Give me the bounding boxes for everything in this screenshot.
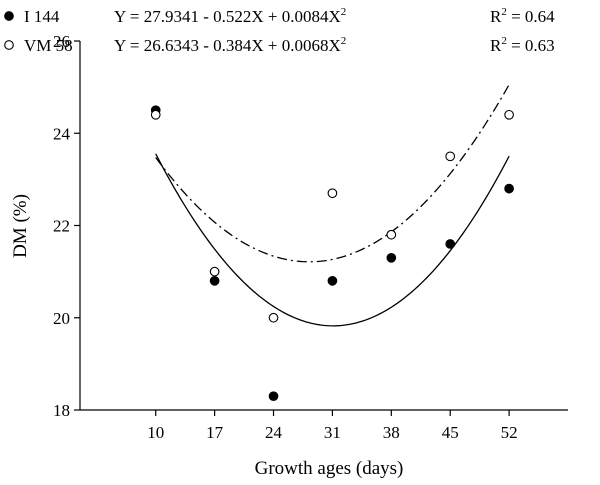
legend-r-squared: R2 = 0.63 xyxy=(490,35,555,55)
fit-line-series-1 xyxy=(155,153,510,327)
y-tick-label: 20 xyxy=(53,309,70,328)
axes: 18 20 22 24 26 10 17 24 31 38 45 52 xyxy=(53,32,568,442)
data-point-series-2 xyxy=(445,151,456,162)
x-axis-title: Growth ages (days) xyxy=(255,458,404,479)
data-point-series-2 xyxy=(268,312,279,323)
x-tick-label: 31 xyxy=(324,423,341,442)
y-tick-label: 26 xyxy=(53,32,70,51)
y-tick-label: 18 xyxy=(53,401,70,420)
legend-equation: Y = 27.9341 - 0.522X + 0.0084X2 xyxy=(114,6,346,26)
legend-r-squared: R2 = 0.64 xyxy=(490,6,555,26)
data-point-series-2 xyxy=(209,266,220,277)
y-tick-label: 22 xyxy=(53,217,70,236)
data-point-series-2 xyxy=(504,109,514,120)
y-axis-title: DM (%) xyxy=(10,194,31,258)
legend-series-name: VM 58 xyxy=(24,36,73,55)
data-points xyxy=(150,105,514,402)
data-point-series-1 xyxy=(445,239,456,249)
fit-lines xyxy=(155,84,510,327)
x-tick-label: 38 xyxy=(383,423,400,442)
data-point-series-1 xyxy=(327,276,338,286)
legend-marker xyxy=(4,40,14,50)
y-tick-label: 24 xyxy=(53,124,71,143)
x-tick-label: 45 xyxy=(442,423,459,442)
data-point-series-1 xyxy=(504,183,514,194)
x-tick-label: 52 xyxy=(501,423,518,442)
data-point-series-1 xyxy=(268,391,279,402)
data-point-series-1 xyxy=(386,252,397,263)
legend-series-name: I 144 xyxy=(24,7,60,26)
x-tick-label: 17 xyxy=(206,423,224,442)
legend-marker xyxy=(4,11,14,21)
legend: I 144 Y = 27.9341 - 0.522X + 0.0084X2 R2 =… xyxy=(4,6,555,55)
legend-equation: Y = 26.6343 - 0.384X + 0.0068X2 xyxy=(114,35,346,55)
data-point-series-2 xyxy=(327,188,338,199)
x-tick-label: 24 xyxy=(265,423,283,442)
fit-line-series-2 xyxy=(155,84,510,263)
data-point-series-2 xyxy=(150,109,161,120)
data-point-series-1 xyxy=(209,276,220,286)
x-tick-label: 10 xyxy=(147,423,164,442)
data-point-series-2 xyxy=(386,229,397,240)
